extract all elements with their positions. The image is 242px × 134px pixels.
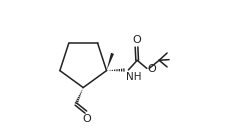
Text: O: O: [132, 35, 141, 45]
Polygon shape: [106, 53, 114, 71]
Text: NH: NH: [126, 72, 141, 82]
Text: O: O: [82, 114, 91, 124]
Text: O: O: [147, 64, 156, 74]
